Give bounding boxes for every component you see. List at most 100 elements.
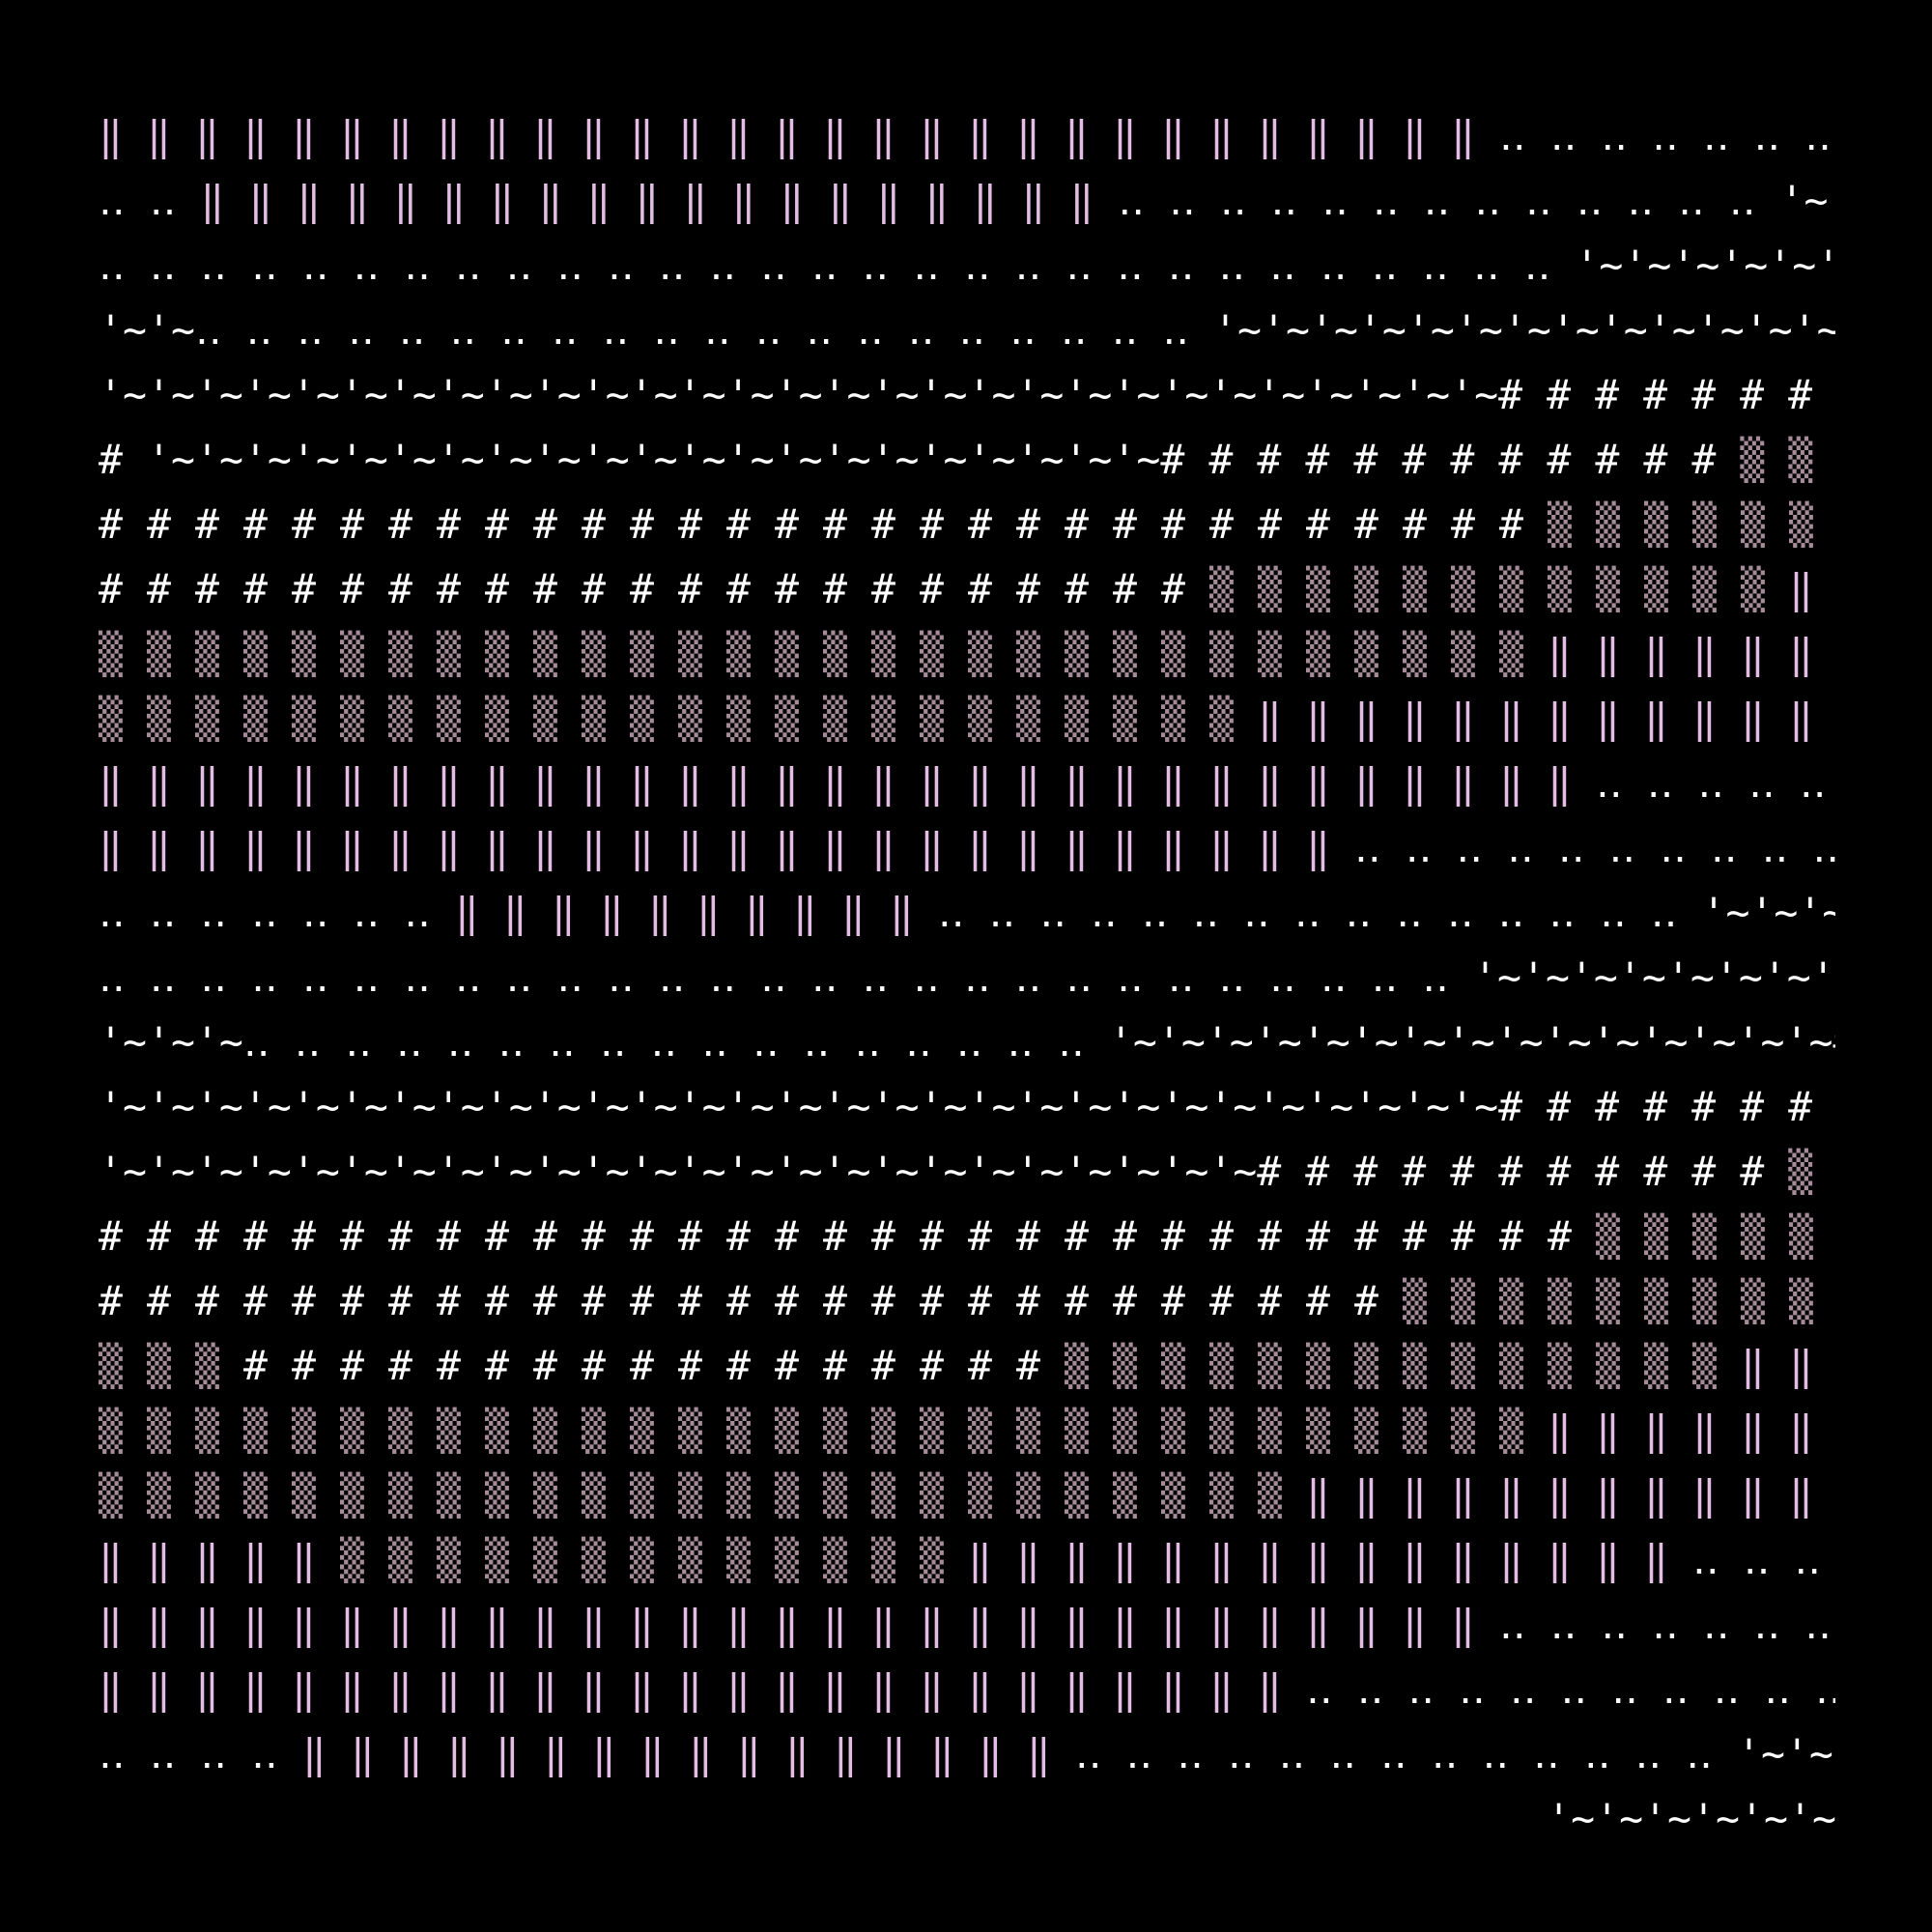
glyph-run <box>461 1536 485 1583</box>
glyph-run <box>461 1277 485 1324</box>
glyph-run <box>1620 1536 1644 1583</box>
glyph-run: ‥ <box>549 1018 576 1065</box>
glyph-run: # <box>1305 436 1330 483</box>
glyph-run <box>787 242 811 289</box>
glyph-run <box>171 1536 195 1583</box>
glyph-run <box>1620 1406 1644 1454</box>
glyph-run <box>838 242 863 289</box>
glyph-run: ▒ <box>678 1536 702 1583</box>
glyph-run: # <box>726 1342 751 1389</box>
glyph-run <box>123 436 147 483</box>
glyph-run <box>751 759 775 807</box>
glyph-run: ‖ <box>1548 1406 1572 1454</box>
glyph-run <box>509 1601 533 1648</box>
glyph-run <box>583 242 608 289</box>
glyph-run <box>1620 565 1644 612</box>
glyph-run <box>1245 242 1269 289</box>
glyph-run <box>1474 1148 1498 1195</box>
glyph-run: ‖ <box>678 112 702 159</box>
glyph-run: # <box>195 565 219 612</box>
glyph-run: # <box>630 1342 654 1389</box>
glyph-run: ‖ <box>1741 695 1765 742</box>
glyph-run <box>1089 1601 1113 1648</box>
glyph-run: ‥ <box>1117 953 1144 1001</box>
glyph-run <box>1717 500 1741 548</box>
glyph-run <box>1687 824 1711 871</box>
glyph-run <box>627 1018 651 1065</box>
glyph-run: ‥ <box>1499 112 1526 159</box>
glyph-run <box>412 824 437 871</box>
glyph-run <box>944 500 968 548</box>
glyph-run: ‥ <box>200 889 228 936</box>
glyph-run <box>461 695 485 742</box>
glyph-run <box>1089 112 1113 159</box>
glyph-run: ‖ <box>1451 1471 1475 1519</box>
glyph-run: ‖ <box>1499 1536 1523 1583</box>
glyph-run: # <box>1306 1212 1330 1260</box>
text-row: ▒ ▒ ▒ ▒ ▒ ▒ ▒ ▒ ▒ ▒ ▒ ▒ ▒ ▒ ▒ ▒ ▒ ▒ ▒ ▒ … <box>99 1398 1835 1463</box>
glyph-run: ‥ <box>963 242 991 289</box>
glyph-run <box>1255 1730 1279 1777</box>
glyph-run <box>606 759 630 807</box>
glyph-run: ‥ <box>1549 112 1577 159</box>
glyph-run: ▒ <box>871 1406 895 1454</box>
glyph-run: ▒ <box>871 1471 895 1519</box>
glyph-run <box>944 1342 968 1389</box>
glyph-run: ‖ <box>968 1665 992 1713</box>
glyph-run <box>736 953 760 1001</box>
glyph-run <box>219 1277 243 1324</box>
glyph-run <box>1282 112 1306 159</box>
glyph-run: # <box>99 500 123 548</box>
glyph-run <box>944 824 968 871</box>
glyph-run: ▒ <box>195 695 219 742</box>
glyph-run <box>532 242 556 289</box>
glyph-run: ▒ <box>147 1406 171 1454</box>
glyph-run: # <box>582 1277 606 1324</box>
glyph-run <box>992 1406 1016 1454</box>
glyph-run: ▒ <box>1306 1406 1330 1454</box>
glyph-run: ▒ <box>1161 1471 1185 1519</box>
glyph-run <box>171 1471 195 1519</box>
glyph-run <box>702 759 726 807</box>
glyph-run: # <box>1016 1342 1040 1389</box>
glyph-run <box>1576 889 1600 936</box>
glyph-run <box>949 177 973 224</box>
glyph-run <box>123 1277 147 1324</box>
glyph-run: ‖ <box>398 1730 423 1777</box>
glyph-run: ‖ <box>1548 759 1572 807</box>
glyph-run: ▒ <box>1065 1406 1089 1454</box>
glyph-run: ▒ <box>630 630 654 677</box>
glyph-run <box>1673 759 1697 807</box>
text-row: '~'~‥ ‥ ‥ ‥ ‥ ‥ ‥ ‥ ‥ ‥ ‥ ‥ ‥ ‥ ‥ ‥ ‥ ‥ … <box>99 298 1835 362</box>
glyph-run: # <box>1209 500 1234 548</box>
glyph-run: # <box>195 1277 219 1324</box>
glyph-run <box>799 630 823 677</box>
glyph-run: ‖ <box>1692 1471 1717 1519</box>
glyph-run: ‥ <box>1039 889 1067 936</box>
glyph-run: # <box>1595 436 1620 483</box>
glyph-run <box>1812 371 1835 418</box>
glyph-run: # <box>485 565 509 612</box>
glyph-run: # <box>1548 1212 1572 1260</box>
glyph-run <box>1378 436 1402 483</box>
glyph-run <box>992 1665 1016 1713</box>
glyph-run <box>364 1342 388 1389</box>
glyph-run: ‖ <box>1065 1536 1089 1583</box>
text-row: ‖ ‖ ‖ ‖ ‖ ‖ ‖ ‖ ‖ ‖ ‖ ‖ ‖ ‖ ‖ ‖ ‖ ‖ ‖ ‖ … <box>99 1657 1835 1721</box>
glyph-run <box>1138 306 1162 354</box>
glyph-run: ‥ <box>1794 1536 1822 1583</box>
glyph-run <box>219 1406 243 1454</box>
glyph-run <box>736 242 760 289</box>
glyph-run <box>316 565 340 612</box>
glyph-run <box>123 695 147 742</box>
glyph-run: ‖ <box>630 1665 654 1713</box>
glyph-run <box>1185 1277 1209 1324</box>
glyph-run <box>847 759 871 807</box>
glyph-run: ‥ <box>1118 177 1146 224</box>
glyph-run: ▒ <box>1161 1342 1185 1389</box>
glyph-run: ▒ <box>582 1406 606 1454</box>
glyph-run <box>992 112 1016 159</box>
glyph-run: ‖ <box>876 177 901 224</box>
glyph-run: # <box>533 1342 557 1389</box>
glyph-run <box>219 1212 243 1260</box>
